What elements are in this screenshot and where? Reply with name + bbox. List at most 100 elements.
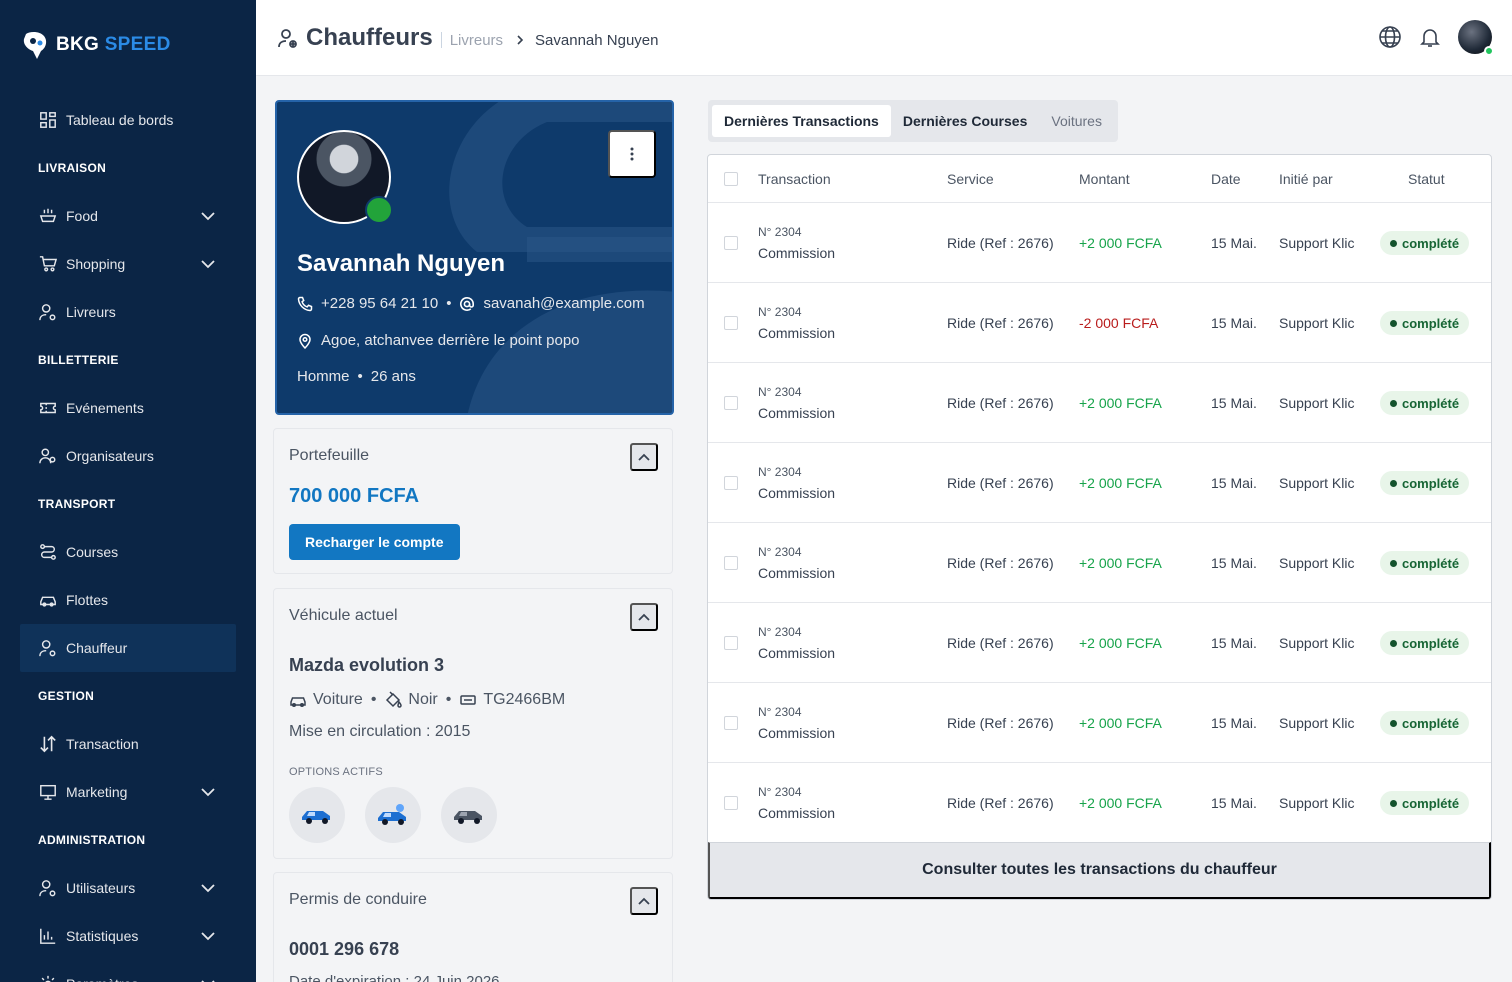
sidebar-item-utilisateurs[interactable]: Utilisateurs [20,864,236,912]
option-car-3[interactable] [441,787,497,843]
row-checkbox[interactable] [724,316,738,330]
brand-logo[interactable]: BKG SPEED [20,30,171,60]
service-cell: Ride (Ref : 2676) [947,315,1054,331]
collapse-wallet-button[interactable] [630,443,658,471]
recharge-account-button[interactable]: Recharger le compte [289,524,460,560]
table-row[interactable]: N° 2304 Commission Ride (Ref : 2676) +2 000… [708,603,1491,683]
bell-icon[interactable] [1418,25,1442,49]
breadcrumb: Chauffeurs Livreurs Savannah Nguyen [276,24,658,52]
table-row[interactable]: N° 2304 Commission Ride (Ref : 2676) +2 000… [708,363,1491,443]
driver-avatar [297,130,393,224]
status-label: complété [1402,555,1460,571]
more-options-button[interactable] [608,130,656,178]
collapse-vehicle-button[interactable] [630,603,658,631]
transaction-number: N° 2304 [758,465,802,479]
sidebar-item-transaction[interactable]: Transaction [20,720,236,768]
sidebar-item-label: Evénements [66,400,144,416]
globe-icon[interactable] [1378,25,1402,49]
separator: • [357,368,363,385]
breadcrumb-parent[interactable]: Livreurs [449,31,504,49]
table-row[interactable]: N° 2304 Commission Ride (Ref : 2676) +2 000… [708,443,1491,523]
view-all-transactions-button[interactable]: Consulter toutes les transactions du cha… [708,842,1491,899]
sidebar-item-shopping[interactable]: Shopping [20,240,236,288]
tab-transactions[interactable]: Dernières Transactions [712,105,891,137]
driver-email[interactable]: savanah@example.com [483,295,645,312]
vehicle-plate: TG2466BM [483,691,566,708]
sidebar-item-label: Statistiques [66,928,139,944]
nav-section-billetterie: BILLETTERIE [38,353,119,367]
sidebar-item-courses[interactable]: Courses [20,528,236,576]
sidebar-item-evenements[interactable]: Evénements [20,384,236,432]
column-header: Date [1211,171,1241,187]
driver-phone[interactable]: +228 95 64 21 10 [321,295,439,312]
sidebar-item-flottes[interactable]: Flottes [20,576,236,624]
transaction-type: Commission [758,405,836,421]
chevron-down-icon[interactable] [200,928,216,944]
column-header: Service [947,171,994,187]
sidebar-item-statistiques[interactable]: Statistiques [20,912,236,960]
brand-name-accent: SPEED [104,34,171,55]
sidebar-item-chauffeur[interactable]: Chauffeur [20,624,236,672]
amount-cell: +2 000 FCFA [1079,475,1162,491]
row-checkbox[interactable] [724,556,738,570]
collapse-license-button[interactable] [630,887,658,915]
sidebar-item-tableau-de-bords[interactable]: Tableau de bords [20,96,236,144]
status-badge: complété [1380,711,1470,735]
sidebar-item-marketing[interactable]: Marketing [20,768,236,816]
chevron-down-icon[interactable] [200,208,216,224]
wallet-panel: Portefeuille 700 000 FCFA Recharger le c… [273,428,673,574]
select-all-checkbox[interactable] [724,172,738,186]
option-car-2[interactable] [365,787,421,843]
status-badge: complété [1380,551,1470,575]
table-row[interactable]: N° 2304 Commission Ride (Ref : 2676) +2 000… [708,683,1491,763]
row-checkbox[interactable] [724,236,738,250]
initiator-cell: Support Klic [1279,555,1355,571]
tab-voitures[interactable]: Voitures [1051,113,1102,129]
initiator-cell: Support Klic [1279,235,1355,251]
wallet-balance: 700 000 FCFA [289,485,420,507]
sidebar-item-organisateurs[interactable]: Organisateurs [20,432,236,480]
table-row[interactable]: N° 2304 Commission Ride (Ref : 2676) +2 000… [708,523,1491,603]
table-row[interactable]: N° 2304 Commission Ride (Ref : 2676) +2 000… [708,203,1491,283]
transaction-type: Commission [758,645,836,661]
date-cell: 15 Mai. [1211,315,1257,331]
chevron-down-icon[interactable] [200,256,216,272]
user-avatar[interactable] [1458,20,1494,56]
table-row[interactable]: N° 2304 Commission Ride (Ref : 2676) -2 000… [708,283,1491,363]
row-checkbox[interactable] [724,796,738,810]
row-checkbox[interactable] [724,476,738,490]
status-dot [1390,559,1397,567]
column-header: Statut [1408,171,1445,187]
status-label: complété [1402,395,1460,411]
sidebar-item-food[interactable]: Food [20,192,236,240]
online-indicator [365,196,393,224]
initiator-cell: Support Klic [1279,715,1355,731]
chevron-down-icon[interactable] [200,976,216,982]
transaction-type: Commission [758,565,836,581]
status-dot [1390,799,1397,807]
car-icon [290,697,306,708]
row-checkbox[interactable] [724,716,738,730]
option-car-1[interactable] [289,787,345,843]
route-icon [38,542,58,562]
nav-section-transport: TRANSPORT [38,497,116,511]
table-row[interactable]: N° 2304 Commission Ride (Ref : 2676) +2 000… [708,763,1491,843]
driver-icon [278,29,297,48]
sidebar-item-livreurs[interactable]: Livreurs [20,288,236,336]
sidebar-item-parametres[interactable]: Paramètres [20,960,236,982]
status-label: complété [1402,475,1460,491]
amount-cell: -2 000 FCFA [1079,315,1159,331]
table-header: Transaction Service Montant Date Initié par S… [708,155,1491,203]
phone-icon [297,296,313,311]
row-checkbox[interactable] [724,396,738,410]
status-badge: complété [1380,631,1470,655]
amount-cell: +2 000 FCFA [1079,715,1162,731]
vehicle-color: Noir [408,691,438,708]
vehicle-type: Voiture [313,691,363,708]
chevron-down-icon[interactable] [200,880,216,896]
row-checkbox[interactable] [724,636,738,650]
tab-courses[interactable]: Dernières Courses [902,113,1028,129]
service-cell: Ride (Ref : 2676) [947,555,1054,571]
initiator-cell: Support Klic [1279,795,1355,811]
chevron-down-icon[interactable] [200,784,216,800]
